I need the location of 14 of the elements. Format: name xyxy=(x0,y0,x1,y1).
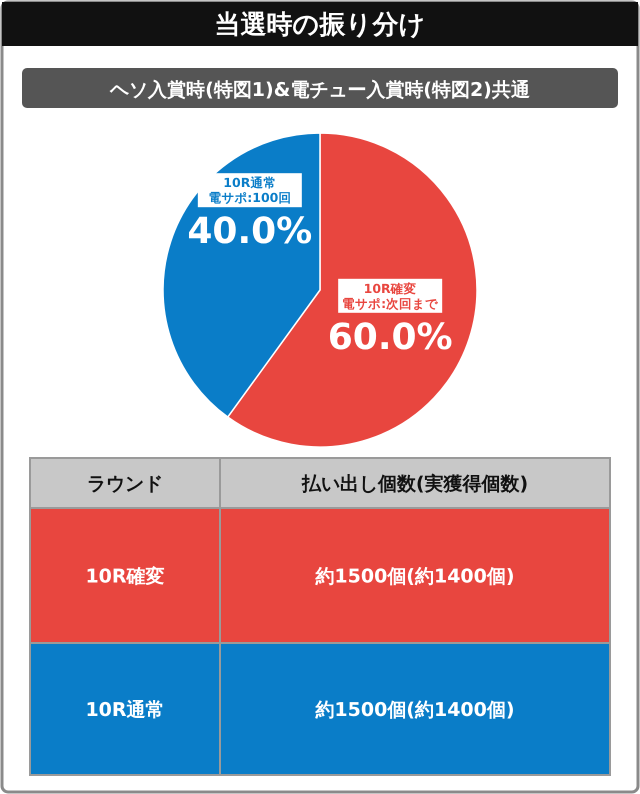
data-label: 40.0% xyxy=(187,211,312,252)
text: 払い出し個数(実獲得個数) xyxy=(300,473,528,495)
chart-title: 当選時の振り分け xyxy=(214,10,426,40)
text: 電サポ:次回まで xyxy=(342,296,438,311)
chart-subtitle: ヘソ入賞時(特図1)&電チュー入賞時(特図2)共通 xyxy=(109,79,530,101)
text: 電サポ:100回 xyxy=(208,190,292,206)
slice-label: 10R確変 xyxy=(364,280,417,296)
text: 約1500個(約1400個) xyxy=(314,566,515,588)
text: ラウンド xyxy=(87,473,163,495)
text: 10R通常 xyxy=(85,699,165,721)
text: 約1500個(約1400個) xyxy=(314,699,515,721)
data-label: 60.0% xyxy=(328,316,453,358)
slice-label: 10R通常 xyxy=(223,175,276,190)
text: 10R確変 xyxy=(85,566,165,588)
